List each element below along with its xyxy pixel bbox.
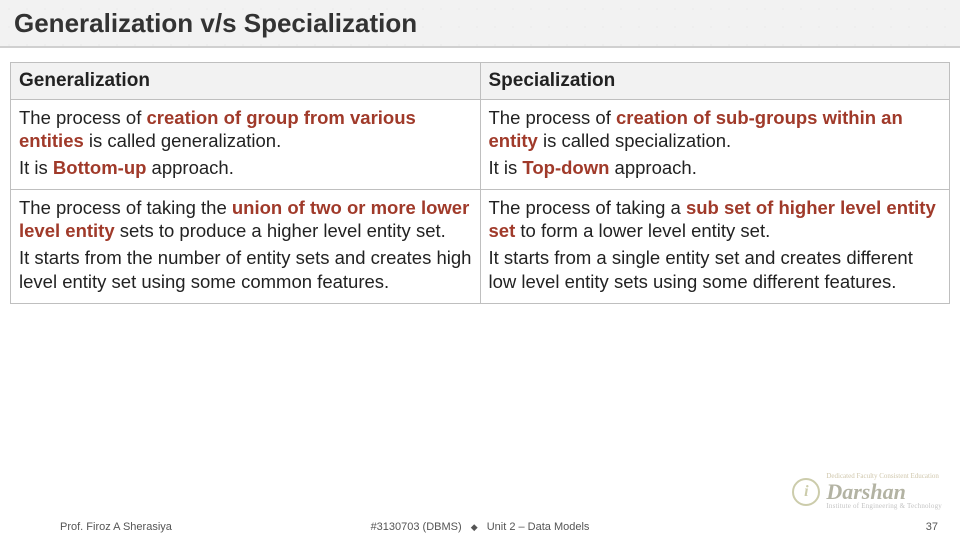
text-fragment: is called generalization.	[84, 130, 281, 151]
emphasis-text: Bottom-up	[53, 157, 147, 178]
text-fragment: approach.	[146, 157, 233, 178]
text-fragment: is called specialization.	[538, 130, 731, 151]
footer-course: #3130703 (DBMS)	[371, 521, 462, 533]
logo-text: Dedicated Faculty Consistent Education D…	[826, 473, 942, 510]
logo-subtitle: Institute of Engineering & Technology	[826, 503, 942, 510]
cell-text: It is Top-down approach.	[489, 156, 942, 179]
text-fragment: The process of taking a	[489, 197, 686, 218]
slide-container: { "title": "Generalization v/s Specializ…	[0, 0, 960, 540]
footer: Prof. Firoz A Sherasiya #3130703 (DBMS) …	[0, 514, 960, 540]
header-generalization: Generalization	[11, 63, 481, 100]
logo-mark-icon: i	[792, 478, 820, 506]
diamond-icon: ◆	[471, 522, 478, 532]
text-fragment: It is	[489, 157, 523, 178]
table-header-row: Generalization Specialization	[11, 63, 950, 100]
cell-spec-1: The process of creation of sub-groups wi…	[480, 99, 950, 189]
institute-logo: i Dedicated Faculty Consistent Education…	[792, 473, 942, 510]
cell-gen-1: The process of creation of group from va…	[11, 99, 481, 189]
cell-text: It starts from a single entity set and c…	[489, 246, 942, 292]
text-fragment: to form a lower level entity set.	[515, 220, 770, 241]
table-row: The process of creation of group from va…	[11, 99, 950, 189]
logo-name: Darshan	[826, 481, 942, 503]
cell-spec-2: The process of taking a sub set of highe…	[480, 190, 950, 304]
footer-author: Prof. Firoz A Sherasiya	[60, 521, 172, 533]
comparison-table: Generalization Specialization The proces…	[10, 62, 950, 304]
text-fragment: sets to produce a higher level entity se…	[115, 220, 446, 241]
text-fragment: It is	[19, 157, 53, 178]
table-row: The process of taking the union of two o…	[11, 190, 950, 304]
cell-text: The process of taking the union of two o…	[19, 196, 472, 242]
title-bar: Generalization v/s Specialization	[0, 0, 960, 48]
cell-text: The process of taking a sub set of highe…	[489, 196, 942, 242]
cell-text: The process of creation of group from va…	[19, 106, 472, 152]
text-fragment: It starts from a single entity set and c…	[489, 247, 913, 291]
cell-text: It starts from the number of entity sets…	[19, 246, 472, 292]
footer-page-number: 37	[926, 521, 938, 533]
cell-text: It is Bottom-up approach.	[19, 156, 472, 179]
text-fragment: The process of taking the	[19, 197, 232, 218]
emphasis-text: Top-down	[522, 157, 609, 178]
cell-gen-2: The process of taking the union of two o…	[11, 190, 481, 304]
text-fragment: The process of	[489, 107, 617, 128]
footer-center: #3130703 (DBMS) ◆ Unit 2 – Data Models	[371, 521, 590, 533]
footer-unit: Unit 2 – Data Models	[487, 521, 590, 533]
slide-title: Generalization v/s Specialization	[14, 8, 417, 39]
text-fragment: approach.	[609, 157, 696, 178]
text-fragment: The process of	[19, 107, 147, 128]
header-specialization: Specialization	[480, 63, 950, 100]
comparison-table-wrap: Generalization Specialization The proces…	[0, 48, 960, 304]
cell-text: The process of creation of sub-groups wi…	[489, 106, 942, 152]
text-fragment: It starts from the number of entity sets…	[19, 247, 471, 291]
